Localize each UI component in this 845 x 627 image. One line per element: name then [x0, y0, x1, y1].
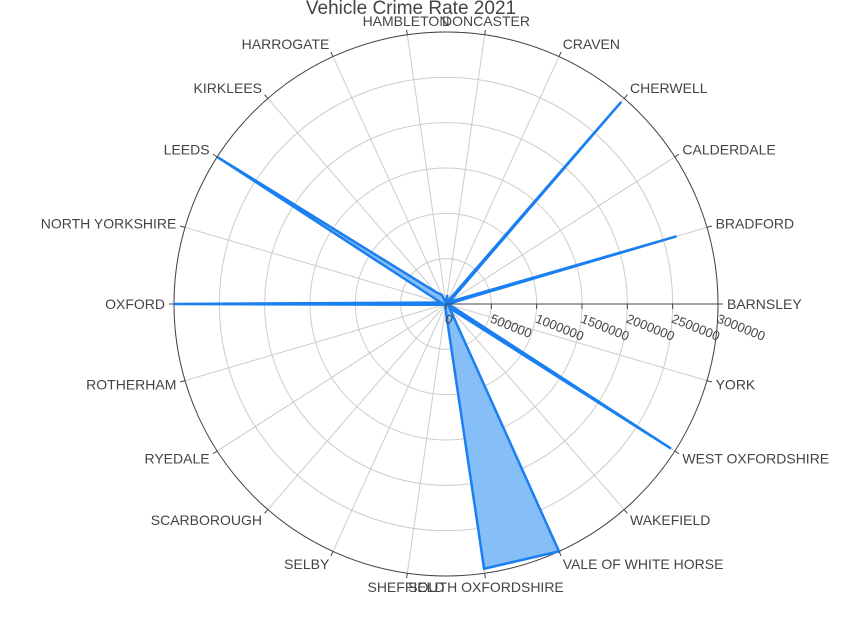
grid-spoke — [445, 303, 708, 382]
angular-tick-mark — [623, 94, 628, 99]
grid-spoke — [267, 98, 447, 305]
angular-tick-mark — [674, 153, 680, 158]
angular-tick-mark — [180, 380, 186, 383]
grid-spoke — [406, 34, 447, 305]
category-label: OXFORD — [105, 296, 165, 312]
angular-tick-mark — [212, 153, 218, 158]
category-label: YORK — [716, 377, 756, 393]
angular-tick-mark — [180, 225, 186, 228]
category-label: SCARBOROUGH — [151, 512, 262, 528]
angular-tick-mark — [674, 450, 680, 455]
category-label: CALDERDALE — [682, 141, 775, 157]
radial-tick-label: 2000000 — [624, 311, 677, 344]
chart-title: Vehicle Crime Rate 2021 — [306, 0, 516, 19]
radial-tick-label: 3000000 — [715, 311, 768, 344]
data-polygon — [173, 101, 677, 571]
angular-tick-mark — [623, 509, 628, 514]
category-label: RYEDALE — [144, 451, 209, 467]
category-label: DONCASTER — [442, 13, 530, 29]
grid-spoke — [332, 56, 447, 305]
grid-spoke — [332, 303, 447, 552]
angular-tick-mark — [212, 450, 218, 455]
category-label: WAKEFIELD — [630, 512, 710, 528]
angular-tick-mark — [406, 29, 408, 35]
category-label: HARROGATE — [242, 36, 330, 52]
category-label: SELBY — [284, 556, 330, 572]
grid-spoke — [216, 303, 447, 452]
angular-axis-labels: BARNSLEY BRADFORD CALDERDALE CHERWELL CRAVEN… — [41, 13, 829, 595]
grid-spoke — [445, 56, 560, 305]
grid-spoke — [267, 303, 447, 510]
grid-spoke — [184, 303, 447, 382]
angular-tick-mark — [330, 51, 334, 57]
radial-axis: 0 500000 100000015000002000000250000030000… — [443, 303, 768, 344]
category-label: CRAVEN — [563, 36, 620, 52]
angular-tick-mark — [330, 551, 334, 557]
category-label: CHERWELL — [630, 80, 708, 96]
category-label: SOUTH OXFORDSHIRE — [408, 579, 564, 595]
category-label: SHEFFIELD — [367, 579, 444, 595]
angular-tick-mark — [484, 29, 486, 35]
category-label: NORTH YORKSHIRE — [41, 215, 177, 231]
angular-tick-mark — [558, 551, 562, 557]
category-label: HAMBLETON — [363, 13, 450, 29]
category-label: BARNSLEY — [727, 296, 802, 312]
angular-tick-mark — [706, 380, 712, 383]
angular-tick-mark — [406, 573, 408, 579]
category-label: BRADFORD — [716, 215, 795, 231]
angular-tick-mark — [484, 573, 486, 579]
category-label: WEST OXFORDSHIRE — [682, 451, 829, 467]
category-label: ROTHERHAM — [86, 377, 176, 393]
category-label: KIRKLEES — [194, 80, 262, 96]
grid-spoke — [445, 156, 676, 305]
category-label: LEEDS — [164, 141, 210, 157]
grid-spoke — [445, 34, 486, 305]
angular-tick-mark — [264, 509, 269, 514]
category-label: VALE OF WHITE HORSE — [563, 556, 724, 572]
radial-tick-label: 2500000 — [670, 311, 723, 344]
angular-tick-mark — [264, 94, 269, 99]
radial-tick-label: 1000000 — [534, 311, 587, 344]
grid-spoke — [406, 303, 447, 574]
grid-spoke — [184, 226, 447, 305]
data-area — [173, 101, 677, 571]
grid-spoke — [445, 303, 625, 510]
radial-tick-label: 1500000 — [579, 311, 632, 344]
angular-tick-mark — [706, 225, 712, 228]
angular-tick-mark — [558, 51, 562, 57]
